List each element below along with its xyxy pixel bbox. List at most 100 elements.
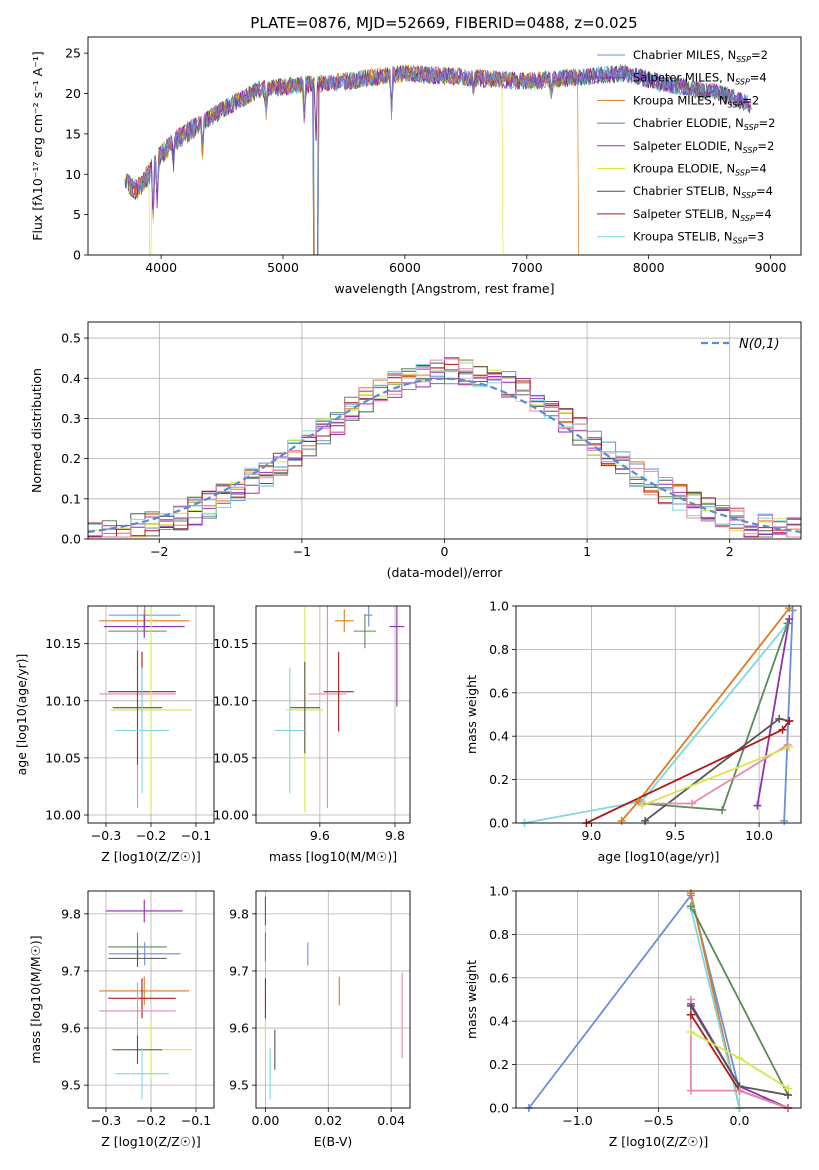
x-tick-label: 9.6 — [310, 828, 330, 843]
spectrum-line — [128, 64, 580, 255]
weight-marker — [785, 717, 794, 726]
weight-marker — [785, 743, 794, 752]
axes-frame — [87, 890, 215, 1109]
weight-marker — [735, 1054, 744, 1063]
y-tick-label: 0.3 — [61, 411, 81, 426]
legend-label: Kroupa ELODIE, NSSP=4 — [633, 162, 767, 178]
weight-line — [690, 893, 788, 1108]
y-tick-label: 10.05 — [45, 750, 81, 765]
y-tick-label: 9.7 — [61, 963, 81, 978]
x-axis-label: Z [log10(Z/Z☉)] — [609, 1134, 709, 1149]
x-tick-label: −0.1 — [181, 1113, 211, 1128]
x-axis-label: Z [log10(Z/Z☉)] — [101, 1134, 201, 1149]
weight-vs-Z-plot-area — [516, 891, 801, 1108]
y-tick-label: 25 — [65, 46, 81, 61]
legend-sub: SSP — [744, 123, 759, 132]
legend-label: Salpeter MILES, NSSP=4 — [633, 71, 767, 87]
y-axis-label: mass [log10(M/M☉)] — [28, 935, 43, 1063]
x-axis-label: age [log10(age/yr)] — [598, 849, 720, 864]
weight-marker — [785, 615, 794, 624]
spectrum-panel: 4000 5000 6000 7000 8000 9000 0 5 10 15 20 25 wavele… — [30, 36, 802, 296]
weight-marker — [686, 995, 695, 1004]
y-tick-label: 9.6 — [61, 1021, 81, 1036]
x-tick-label: −0.1 — [181, 828, 211, 843]
y-tick-label: 0.0 — [489, 816, 509, 831]
x-tick-label: 8000 — [633, 260, 665, 275]
y-tick-label: 9.6 — [229, 1021, 249, 1036]
y-axis-label: age [log10(age/yr)] — [14, 654, 29, 776]
mass-vs-Z-panel: −0.3 −0.2 −0.1 9.5 9.6 9.7 9.8 Z [log10(Z/Z☉)] m… — [28, 890, 215, 1149]
residual-hist-plot-area — [88, 322, 801, 539]
weight-marker — [775, 714, 784, 723]
x-tick-label: −0.5 — [643, 1113, 673, 1128]
legend-label: Chabrier ELODIE, NSSP=2 — [633, 116, 775, 132]
legend-n: =4 — [750, 71, 767, 85]
weight-line — [690, 999, 789, 1108]
weight-vs-Z-panel: −1.0 −0.5 0.0 0.0 0.2 0.4 0.6 0.8 1.0 Z [log10(Z/… — [464, 884, 802, 1149]
x-tick-label: 0.04 — [377, 1113, 405, 1128]
y-tick-label: 9.8 — [229, 906, 249, 921]
y-tick-label: 10.00 — [45, 808, 81, 823]
weight-marker — [686, 1010, 695, 1019]
y-tick-label: 0.1 — [61, 491, 81, 506]
axes-frame — [515, 605, 802, 824]
mass-vs-Z-plot-area — [88, 891, 214, 1108]
x-tick-label: 0 — [441, 544, 449, 559]
legend-label: Chabrier MILES, NSSP=2 — [633, 48, 768, 64]
y-tick-label: 15 — [65, 126, 81, 141]
weight-marker — [686, 889, 695, 898]
axes-frame — [255, 890, 411, 1109]
y-tick-label: 20 — [65, 86, 81, 101]
y-tick-label: 0 — [73, 248, 81, 263]
y-tick-label: 10 — [65, 167, 81, 182]
y-tick-label: 0.4 — [489, 729, 509, 744]
legend-sub: SSP — [735, 169, 750, 178]
x-tick-label: −1 — [293, 544, 311, 559]
weight-marker — [778, 725, 787, 734]
x-tick-label: −2 — [150, 544, 168, 559]
y-tick-label: 10.00 — [213, 808, 249, 823]
legend-n: =3 — [747, 230, 764, 244]
legend-n: =4 — [755, 207, 772, 221]
weight-marker — [784, 1084, 793, 1093]
y-tick-label: 0.6 — [489, 970, 509, 985]
y-tick-label: 10.15 — [45, 636, 81, 651]
y-tick-label: 9.5 — [229, 1078, 249, 1093]
axes-frame — [515, 890, 802, 1109]
x-tick-label: 9.8 — [385, 828, 405, 843]
x-tick-label: −1.0 — [562, 1113, 592, 1128]
age-vs-mass-plot-area — [256, 606, 410, 823]
figure-title: PLATE=0876, MJD=52669, FIBERID=0488, z=0… — [250, 14, 637, 32]
weight-marker — [686, 1028, 695, 1037]
x-tick-label: 5000 — [267, 260, 299, 275]
x-tick-label: 7000 — [511, 260, 543, 275]
x-tick-label: 9000 — [755, 260, 787, 275]
axes-frame — [87, 36, 802, 256]
x-tick-label: 9.0 — [581, 828, 601, 843]
weight-line — [690, 908, 741, 1108]
legend-n: =2 — [751, 48, 768, 62]
weight-marker — [718, 805, 727, 814]
legend-sub: SSP — [733, 237, 748, 246]
x-tick-label: −0.3 — [91, 1113, 121, 1128]
y-axis-label: Flux [fλ10⁻¹⁷ erg cm⁻² s⁻¹ A⁻¹] — [30, 51, 45, 240]
legend-sub: SSP — [728, 100, 743, 109]
y-tick-label: 0.5 — [61, 331, 81, 346]
weight-line — [783, 610, 794, 821]
x-tick-label: 10.0 — [745, 828, 773, 843]
x-tick-label: 0.00 — [252, 1113, 280, 1128]
x-axis-label: Z [log10(Z/Z☉)] — [101, 849, 201, 864]
y-tick-label: 0.8 — [489, 927, 509, 942]
weight-marker — [641, 816, 650, 825]
weight-line — [641, 746, 790, 807]
weight-marker — [686, 902, 695, 911]
weight-marker — [637, 801, 646, 810]
legend-sub: SSP — [743, 146, 758, 155]
weight-line — [524, 622, 789, 823]
y-axis-label: mass weight — [464, 960, 479, 1039]
histogram-step — [88, 363, 801, 538]
normal-curve — [88, 377, 801, 534]
legend-sub: SSP — [741, 191, 756, 200]
y-tick-label: 10.10 — [213, 693, 249, 708]
x-axis-label: mass [log10(M/M☉)] — [269, 849, 397, 864]
